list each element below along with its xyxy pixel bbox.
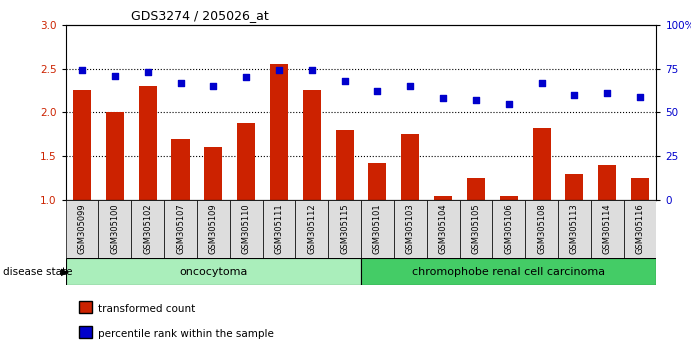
Point	[405, 83, 416, 89]
Text: GSM305101: GSM305101	[373, 203, 382, 253]
Text: GSM305110: GSM305110	[242, 203, 251, 253]
Text: GSM305108: GSM305108	[537, 203, 546, 254]
Bar	[229, 200, 263, 258]
Text: GSM305115: GSM305115	[340, 203, 349, 253]
Point	[274, 68, 285, 73]
Text: oncocytoma: oncocytoma	[179, 267, 247, 277]
Point	[503, 101, 514, 107]
Point	[77, 68, 88, 73]
Text: GSM305102: GSM305102	[143, 203, 152, 253]
Bar	[270, 64, 288, 200]
Point	[372, 88, 383, 94]
Point	[602, 90, 613, 96]
Bar	[131, 200, 164, 258]
Bar	[263, 200, 295, 258]
Text: GSM305103: GSM305103	[406, 203, 415, 254]
Bar	[164, 200, 197, 258]
Bar	[368, 163, 386, 200]
Point	[208, 83, 219, 89]
Text: GDS3274 / 205026_at: GDS3274 / 205026_at	[131, 9, 269, 22]
Text: GSM305116: GSM305116	[636, 203, 645, 254]
Bar	[66, 258, 361, 285]
Bar	[525, 200, 558, 258]
Point	[634, 94, 645, 99]
Bar	[598, 165, 616, 200]
Point	[569, 92, 580, 98]
Bar	[303, 91, 321, 200]
Bar	[139, 86, 157, 200]
Bar	[434, 196, 452, 200]
Bar	[205, 147, 223, 200]
Text: GSM305111: GSM305111	[274, 203, 283, 253]
Bar	[426, 200, 460, 258]
Bar	[467, 178, 485, 200]
Bar	[106, 113, 124, 200]
Text: disease state: disease state	[3, 267, 73, 277]
Text: GSM305099: GSM305099	[77, 203, 86, 253]
Point	[437, 96, 448, 101]
Text: transformed count: transformed count	[98, 304, 196, 314]
Point	[306, 68, 317, 73]
Bar	[197, 200, 229, 258]
Text: GSM305106: GSM305106	[504, 203, 513, 254]
Text: chromophobe renal cell carcinoma: chromophobe renal cell carcinoma	[413, 267, 605, 277]
Bar	[460, 200, 492, 258]
Bar	[66, 200, 98, 258]
Point	[109, 73, 120, 79]
Bar	[591, 200, 623, 258]
Bar	[328, 200, 361, 258]
Text: ▶: ▶	[61, 267, 69, 277]
Text: GSM305114: GSM305114	[603, 203, 612, 253]
Bar	[533, 128, 551, 200]
Bar	[98, 200, 131, 258]
Bar	[171, 139, 189, 200]
Bar	[631, 178, 649, 200]
Bar	[623, 200, 656, 258]
Point	[240, 75, 252, 80]
Bar	[295, 200, 328, 258]
Point	[339, 78, 350, 84]
Point	[536, 80, 547, 85]
Text: GSM305107: GSM305107	[176, 203, 185, 254]
Bar	[401, 134, 419, 200]
Bar	[237, 123, 255, 200]
Point	[175, 80, 186, 85]
Bar	[558, 200, 591, 258]
Point	[471, 97, 482, 103]
Text: GSM305113: GSM305113	[570, 203, 579, 254]
Bar	[565, 174, 583, 200]
Bar	[361, 200, 394, 258]
Text: GSM305109: GSM305109	[209, 203, 218, 253]
Bar	[394, 200, 426, 258]
Bar	[492, 200, 525, 258]
Bar	[336, 130, 354, 200]
Text: GSM305112: GSM305112	[307, 203, 316, 253]
Point	[142, 69, 153, 75]
Text: percentile rank within the sample: percentile rank within the sample	[98, 329, 274, 339]
Bar	[500, 196, 518, 200]
Text: GSM305105: GSM305105	[471, 203, 480, 253]
Text: GSM305100: GSM305100	[111, 203, 120, 253]
Text: GSM305104: GSM305104	[439, 203, 448, 253]
Bar	[73, 91, 91, 200]
Bar	[361, 258, 656, 285]
